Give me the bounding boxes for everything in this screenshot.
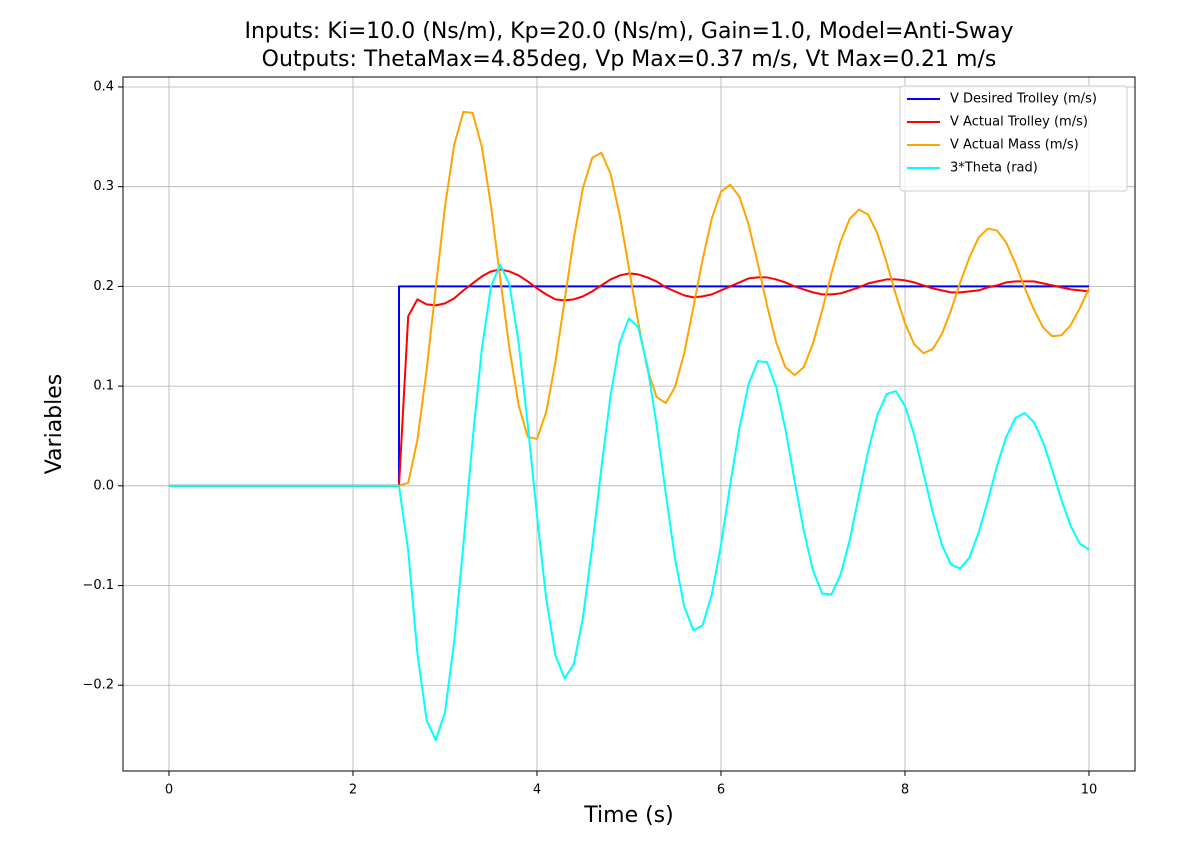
y-tick-label: 0.2 <box>93 279 114 294</box>
series-line <box>169 110 1090 487</box>
y-axis-label: Variables <box>42 374 67 475</box>
series-line <box>169 268 1090 487</box>
legend-label: V Actual Trolley (m/s) <box>950 115 1088 130</box>
legend-box <box>899 85 1128 192</box>
x-tick-label: 6 <box>717 783 725 798</box>
x-tick-label: 8 <box>901 783 909 798</box>
x-tick-label: 2 <box>349 783 357 798</box>
legend-label: 3*Theta (rad) <box>950 161 1038 176</box>
y-tick-label: −0.1 <box>82 578 114 593</box>
series-line <box>169 285 1089 487</box>
x-axis-label: Time (s) <box>583 803 673 828</box>
series-line <box>169 263 1090 742</box>
chart-subtitle: Outputs: ThetaMax=4.85deg, Vp Max=0.37 m… <box>262 47 997 72</box>
x-tick-label: 4 <box>533 783 541 798</box>
y-tick-label: 0.4 <box>93 79 114 94</box>
legend-label: V Desired Trolley (m/s) <box>950 92 1097 107</box>
legend-label: V Actual Mass (m/s) <box>950 138 1079 153</box>
y-tick-label: −0.2 <box>82 678 114 693</box>
legend: V Desired Trolley (m/s) V Actual Trolley … <box>899 85 1128 192</box>
y-tick-label: 0.3 <box>93 179 114 194</box>
plot-frame <box>122 76 1136 772</box>
x-tick-label: 10 <box>1081 783 1098 798</box>
x-tick-label: 0 <box>165 783 173 798</box>
chart-title: Inputs: Ki=10.0 (Ns/m), Kp=20.0 (Ns/m), … <box>244 19 1013 44</box>
y-tick-label: 0.1 <box>93 379 114 394</box>
y-tick-label: 0.0 <box>93 478 114 493</box>
